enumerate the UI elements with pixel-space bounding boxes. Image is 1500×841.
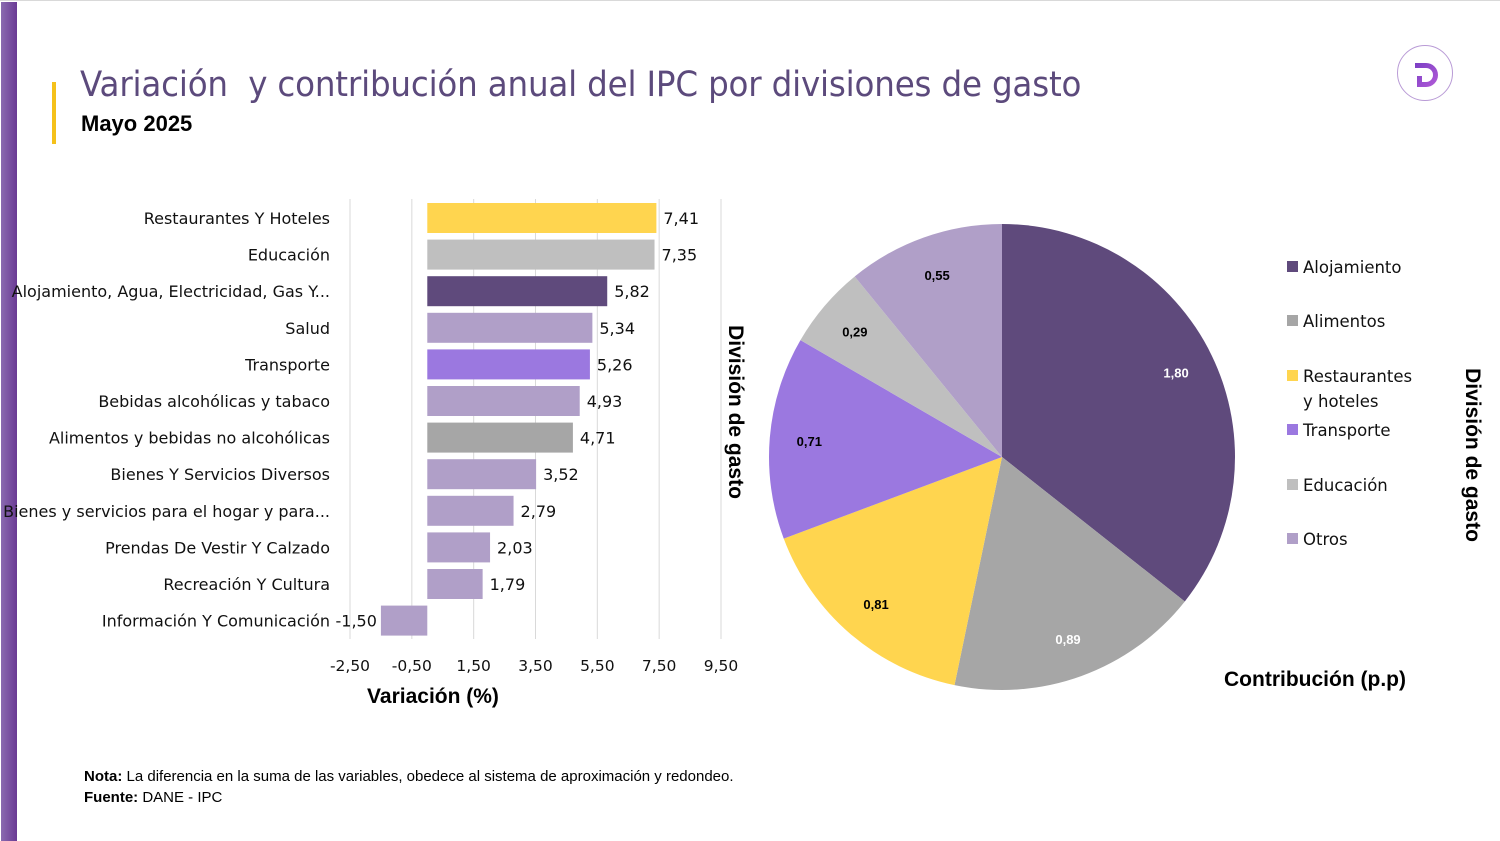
legend-label: Alojamiento <box>1303 258 1402 277</box>
page-subtitle: Mayo 2025 <box>81 111 193 136</box>
bar-value-label: -1,50 <box>336 612 377 631</box>
pie-slice <box>783 457 1002 686</box>
bar-value-label: 4,71 <box>580 429 616 448</box>
title-accent-line <box>52 82 56 144</box>
bar-value-label: 5,34 <box>599 319 635 338</box>
bar-chart-gridlines: -2,50 -0,50 1,50 3,50 5,50 7,50 9,50 <box>330 199 738 675</box>
pie-slice <box>800 276 1002 457</box>
pie-slice-label: 0,89 <box>1055 632 1080 647</box>
bar-category-label: Educación <box>248 246 330 265</box>
pie-slice <box>854 224 1002 457</box>
bar-value-label: 5,82 <box>614 282 650 301</box>
bar-y-axis-title: División de gasto <box>724 325 747 499</box>
bar <box>427 239 655 270</box>
legend-swatch <box>1287 315 1298 326</box>
legend-swatch <box>1287 479 1298 490</box>
bar-value-label: 1,79 <box>490 575 526 594</box>
bar <box>427 349 590 380</box>
legend-swatch <box>1287 370 1298 381</box>
pie-chart: 1,80 0,89 0,81 0,71 0,29 0,55 <box>769 224 1235 690</box>
note-label: Nota: <box>84 768 123 785</box>
bar-chart: Restaurantes Y Hoteles 7,41 Educación 7,35 A… <box>3 203 699 636</box>
dane-d-logo-icon <box>1397 45 1453 101</box>
note-text: La diferencia en la suma de las variable… <box>122 768 734 785</box>
bar-value-label: 4,93 <box>587 392 623 411</box>
bar-x-axis-title: Variación (%) <box>367 685 499 708</box>
pie-slice-label: 0,29 <box>842 325 867 340</box>
legend-label: Otros <box>1303 530 1348 549</box>
pie-slice <box>954 457 1185 690</box>
bar <box>427 422 573 453</box>
pie-slice-label: 0,55 <box>924 268 949 283</box>
bar-category-label: Salud <box>285 319 330 338</box>
legend-label: Alimentos <box>1303 312 1385 331</box>
bar <box>427 532 491 563</box>
pie-legend: Alojamiento Alimentos Restaurantes y hotele… <box>1287 258 1412 549</box>
pie-x-axis-title: Contribución (p.p) <box>1224 668 1406 691</box>
bar-category-label: Bienes y servicios para el hogar y para.… <box>3 502 330 521</box>
pie-legend-title: División de gasto <box>1461 368 1484 542</box>
bar-value-label: 7,35 <box>662 246 698 265</box>
source-text: DANE - IPC <box>138 789 223 806</box>
bar <box>427 569 483 599</box>
bar <box>427 276 608 307</box>
pie-slice-label: 0,81 <box>863 597 888 612</box>
bar-value-label: 7,41 <box>663 209 699 228</box>
bar-value-label: 2,79 <box>521 502 557 521</box>
bar-value-label: 2,03 <box>497 538 533 557</box>
bar-category-label: Información Y Comunicación <box>102 612 330 631</box>
side-accent-bar <box>1 2 17 841</box>
bar-category-label: Alimentos y bebidas no alcohólicas <box>49 429 330 448</box>
bar-value-label: 5,26 <box>597 355 633 374</box>
legend-label: Educación <box>1303 476 1388 495</box>
bar-x-tick-label: 1,50 <box>456 657 491 675</box>
bar <box>427 312 593 343</box>
legend-swatch <box>1287 533 1298 544</box>
bar-x-tick-label: -0,50 <box>392 657 432 675</box>
note-line: Nota: La diferencia en la suma de las va… <box>84 766 734 787</box>
bar-category-label: Transporte <box>244 355 330 374</box>
pie-slice <box>769 340 1002 539</box>
legend-swatch <box>1287 261 1298 272</box>
bar-category-label: Prendas De Vestir Y Calzado <box>105 538 330 557</box>
bar-category-label: Bebidas alcohólicas y tabaco <box>98 392 330 411</box>
bar-category-label: Recreación Y Cultura <box>163 575 330 594</box>
page-title: Variación y contribución anual del IPC p… <box>80 65 1082 105</box>
bar-x-tick-label: 9,50 <box>704 657 739 675</box>
bar-category-label: Alojamiento, Agua, Electricidad, Gas Y..… <box>12 282 330 301</box>
bar <box>380 605 428 636</box>
bar-x-tick-label: 3,50 <box>518 657 553 675</box>
legend-swatch <box>1287 424 1298 435</box>
bar-value-label: 3,52 <box>543 465 579 484</box>
bar-x-tick-label: 5,50 <box>580 657 615 675</box>
bar <box>427 459 537 490</box>
bar-x-tick-label: -2,50 <box>330 657 370 675</box>
legend-label: Transporte <box>1302 421 1391 440</box>
bar-x-tick-label: 7,50 <box>642 657 677 675</box>
bar <box>427 495 514 526</box>
footnote: Nota: La diferencia en la suma de las va… <box>84 766 734 808</box>
legend-label: y hoteles <box>1303 392 1379 411</box>
source-line: Fuente: DANE - IPC <box>84 787 734 808</box>
source-label: Fuente: <box>84 789 139 806</box>
legend-label: Restaurantes <box>1303 367 1412 386</box>
pie-slice-label: 1,80 <box>1163 366 1188 381</box>
bar <box>427 203 657 233</box>
pie-slice <box>1002 224 1235 602</box>
bar <box>427 386 580 416</box>
bar-category-label: Restaurantes Y Hoteles <box>144 209 330 228</box>
bar-category-label: Bienes Y Servicios Diversos <box>110 465 330 484</box>
pie-slice-label: 0,71 <box>797 434 822 449</box>
